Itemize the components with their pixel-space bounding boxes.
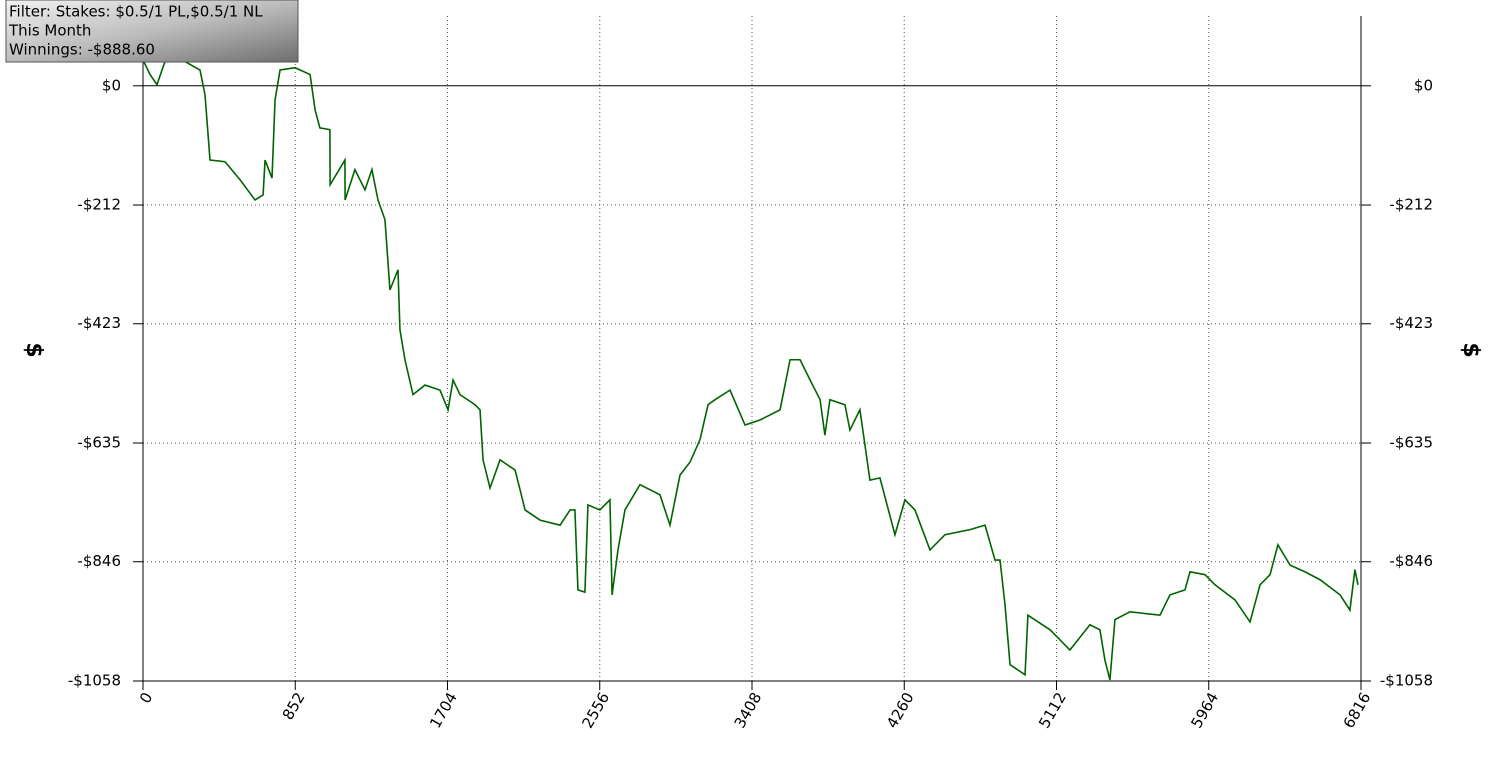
line-series (142, 59, 1359, 681)
x-tick-label: 5112 (1035, 689, 1070, 731)
y-tick-label-right: -$846 (1389, 552, 1433, 570)
y-tick-label: -$635 (77, 434, 121, 452)
x-tick-label: 4260 (883, 689, 918, 731)
y-tick-label: -$1058 (68, 672, 121, 690)
annotation: Winnings: -$888.60 (9, 41, 155, 59)
x-tick-label: 5964 (1187, 689, 1222, 731)
x-tick-label: 1704 (426, 689, 461, 731)
y-tick-label-right: -$212 (1389, 196, 1433, 214)
x-tick-label: 0 (136, 689, 156, 706)
info-box (5, 0, 299, 63)
x-tick-label: 3408 (731, 689, 766, 731)
y-axis-label: $ (21, 342, 46, 357)
y-tick-label-right: $0 (1414, 76, 1433, 94)
annotation: Filter: Stakes: $0.5/1 PL,$0.5/1 NL (9, 3, 263, 21)
x-tick-label: 852 (279, 689, 309, 723)
y-tick-label-right: -$423 (1389, 314, 1433, 332)
annotation: This Month (8, 22, 91, 40)
y-tick-label: -$212 (77, 196, 121, 214)
y-tick-label: $0 (102, 76, 121, 94)
y-tick-label: -$846 (77, 552, 121, 570)
y-tick-label: -$423 (77, 314, 121, 332)
y-tick-label-right: -$1058 (1380, 672, 1433, 690)
plot-area: 0 852 1704 2556 3408 4260 5112 5964 6816 $0 $0 -$21… (68, 16, 1433, 731)
y-tick-label-right: -$635 (1389, 434, 1433, 452)
x-tick-label: 2556 (578, 689, 613, 731)
y-axis-label-right: $ (1458, 342, 1483, 357)
x-tick-label: 6816 (1340, 689, 1375, 731)
